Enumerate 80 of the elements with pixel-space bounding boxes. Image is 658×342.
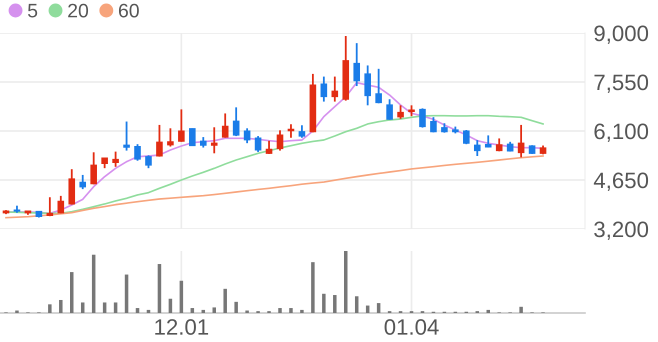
bar bbox=[333, 295, 337, 313]
candlestick bbox=[320, 76, 328, 103]
candlestick bbox=[518, 124, 524, 158]
bar bbox=[180, 280, 184, 313]
bar bbox=[234, 302, 238, 313]
candlestick bbox=[364, 64, 371, 106]
y-tick-label: 6,100 bbox=[594, 124, 648, 142]
bar bbox=[354, 296, 358, 313]
bar bbox=[190, 308, 194, 313]
candlestick bbox=[145, 154, 152, 170]
candlestick bbox=[430, 116, 437, 134]
bar bbox=[136, 308, 140, 313]
bar bbox=[80, 302, 84, 313]
y-tick-label: 3,200 bbox=[594, 222, 648, 240]
candlestick bbox=[375, 68, 382, 104]
x-tick-label: 01.04 bbox=[384, 319, 439, 335]
legend-label: 20 bbox=[68, 4, 88, 18]
candlestick bbox=[134, 143, 141, 162]
candlestick bbox=[112, 150, 119, 168]
bar bbox=[300, 310, 304, 313]
bar bbox=[344, 251, 348, 313]
bar bbox=[289, 308, 293, 313]
candlestick bbox=[232, 106, 240, 137]
candlestick bbox=[210, 126, 218, 154]
bar bbox=[48, 304, 52, 313]
candlestick bbox=[408, 104, 415, 118]
bar bbox=[59, 300, 63, 313]
candlestick bbox=[332, 76, 338, 103]
bar bbox=[322, 294, 326, 313]
bar bbox=[70, 272, 74, 313]
x-tick-label: 12.01 bbox=[155, 319, 208, 335]
bar bbox=[212, 307, 216, 313]
bar bbox=[486, 310, 490, 313]
y-tick-label: 9,000 bbox=[594, 26, 648, 44]
bar bbox=[168, 298, 172, 313]
bar bbox=[366, 306, 370, 313]
candlestick bbox=[484, 134, 492, 148]
candlestick bbox=[254, 135, 262, 153]
candlestick bbox=[58, 194, 64, 214]
candlestick bbox=[397, 104, 404, 120]
bar bbox=[519, 306, 523, 313]
candlestick bbox=[463, 129, 470, 146]
bar bbox=[223, 288, 227, 313]
bar bbox=[158, 264, 162, 313]
candlestick bbox=[189, 127, 196, 147]
candlestick bbox=[353, 42, 360, 87]
bar bbox=[376, 303, 380, 313]
legend-label: 5 bbox=[28, 4, 38, 18]
line-series bbox=[5, 155, 544, 219]
bar bbox=[202, 310, 206, 313]
candlestick bbox=[441, 122, 448, 134]
candlestick bbox=[156, 124, 163, 158]
candlestick bbox=[178, 108, 185, 143]
bar bbox=[92, 254, 96, 313]
y-tick-label: 4,650 bbox=[594, 172, 648, 191]
candlestick bbox=[222, 112, 228, 139]
bar bbox=[114, 302, 118, 313]
candlestick bbox=[79, 174, 86, 190]
candlestick bbox=[419, 107, 426, 129]
bar bbox=[102, 302, 106, 313]
candlestick bbox=[101, 157, 108, 170]
candlestick bbox=[474, 139, 481, 157]
y-tick-label: 7,550 bbox=[594, 74, 648, 93]
bar bbox=[146, 310, 150, 313]
candlestick bbox=[90, 151, 97, 186]
candlestick bbox=[496, 138, 502, 152]
candlestick bbox=[46, 196, 54, 218]
candlestick bbox=[167, 127, 174, 148]
candlestick bbox=[244, 127, 250, 144]
legend-label: 60 bbox=[118, 4, 139, 18]
bar bbox=[124, 274, 128, 313]
candlestick bbox=[298, 124, 306, 139]
candlestick bbox=[288, 123, 294, 139]
bar bbox=[311, 262, 315, 313]
candlestick bbox=[386, 98, 393, 121]
candlestick bbox=[266, 140, 272, 155]
candlestick bbox=[200, 136, 207, 148]
candlestick bbox=[276, 129, 284, 152]
bar bbox=[278, 308, 282, 313]
candlestick bbox=[123, 120, 130, 152]
